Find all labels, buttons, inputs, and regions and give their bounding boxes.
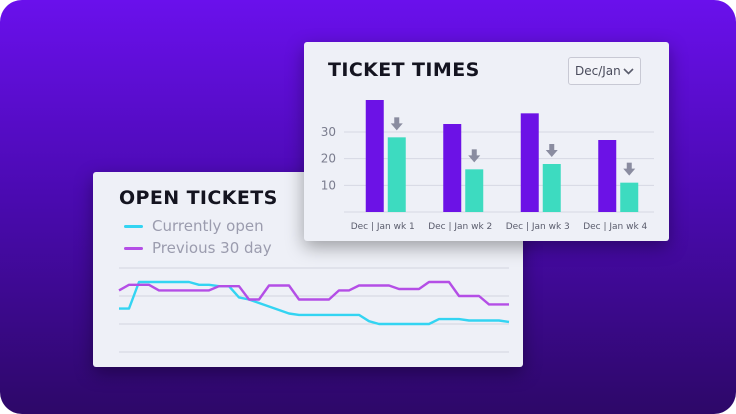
- down-arrow-icon: [390, 117, 403, 131]
- down-arrow-shaft: [394, 117, 400, 125]
- chevron-down-icon: [623, 68, 634, 75]
- legend-label: Previous 30 day: [152, 239, 272, 257]
- legend-swatch-violet: [124, 246, 143, 250]
- legend-item-previous-30-day: Previous 30 day: [124, 238, 272, 258]
- down-arrow-shaft: [626, 162, 632, 170]
- ticket-times-card: TICKET TIMES Dec/Jan 10 20 30 Dec | Jan wk …: [304, 42, 669, 241]
- bar-teal: [542, 164, 561, 212]
- bar-teal: [465, 169, 484, 212]
- bar-purple: [598, 140, 617, 212]
- y-tick-label: 20: [321, 152, 336, 166]
- x-tick-label: Dec | Jan wk 3: [506, 222, 570, 232]
- ticket-times-bar-chart: 10 20 30 Dec | Jan wk 1 Dec | Jan wk 2 Dec | …: [321, 100, 654, 232]
- down-arrow-head: [390, 123, 403, 131]
- down-arrow-head: [468, 155, 481, 163]
- y-tick-label: 30: [321, 125, 336, 139]
- bar-purple: [365, 100, 384, 212]
- down-arrow-head: [623, 168, 636, 176]
- open-tickets-title: OPEN TICKETS: [119, 187, 278, 209]
- bar-purple: [443, 124, 462, 212]
- down-arrow-head: [545, 150, 558, 157]
- legend-label: Currently open: [152, 217, 264, 235]
- ticket-times-title: TICKET TIMES: [328, 59, 480, 81]
- series-line-previous-30-day: [118, 280, 509, 306]
- down-arrow-icon: [468, 149, 481, 163]
- x-tick-label: Dec | Jan wk 4: [583, 222, 647, 232]
- series-line-currently-open: [119, 280, 510, 326]
- period-select[interactable]: Dec/Jan: [568, 57, 641, 85]
- legend-item-currently-open: Currently open: [124, 216, 264, 236]
- x-tick-label: Dec | Jan wk 2: [428, 222, 492, 232]
- open-tickets-line-chart: [118, 267, 510, 353]
- period-select-value: Dec/Jan: [575, 64, 621, 78]
- down-arrow-shaft: [549, 144, 555, 151]
- bar-teal: [620, 182, 639, 212]
- down-arrow-icon: [545, 144, 558, 157]
- bar-teal: [387, 137, 406, 212]
- down-arrow-shaft: [471, 149, 477, 157]
- x-tick-label: Dec | Jan wk 1: [351, 222, 415, 232]
- y-tick-label: 10: [321, 178, 336, 192]
- down-arrow-icon: [623, 162, 636, 176]
- legend-swatch-cyan: [124, 224, 143, 228]
- bar-purple: [520, 113, 539, 212]
